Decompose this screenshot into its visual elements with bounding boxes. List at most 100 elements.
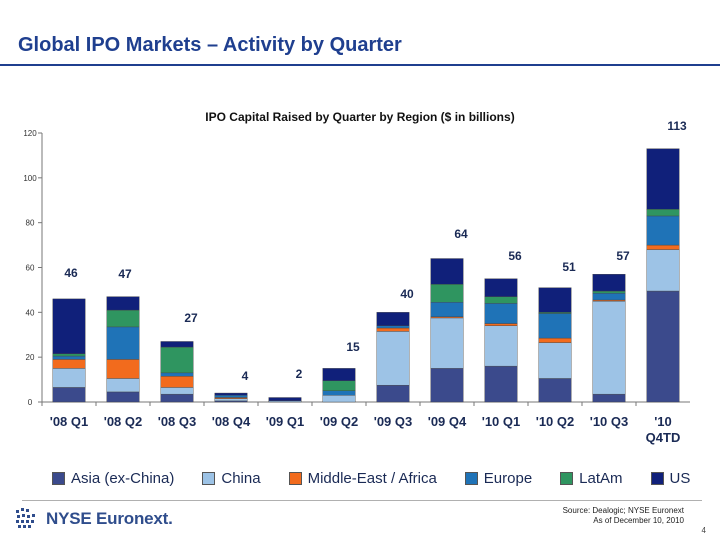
- bar-segment: [538, 313, 572, 339]
- legend-item: China: [202, 469, 261, 487]
- chart-legend: Asia (ex-China) China Middle-East / Africa…: [52, 468, 690, 488]
- y-tick-label: 0: [28, 398, 33, 407]
- total-data-label: 47: [118, 267, 132, 281]
- footer-divider: [22, 500, 702, 501]
- legend-label: US: [669, 469, 691, 487]
- x-category-label: '09 Q3: [374, 414, 413, 429]
- legend-item: Asia (ex-China): [52, 470, 174, 487]
- bar-segment: [592, 300, 626, 395]
- bar-segment: [322, 395, 356, 403]
- bar-segment: [538, 337, 572, 343]
- x-category-label: '09 Q4: [428, 414, 467, 429]
- bar-segment: [214, 395, 248, 398]
- legend-label: Asia (ex-China): [71, 469, 175, 487]
- total-data-label: 64: [454, 227, 468, 241]
- total-data-label: 56: [508, 249, 522, 263]
- legend-swatch: [52, 471, 65, 485]
- total-data-label: 27: [184, 311, 198, 325]
- bar-segment: [160, 376, 194, 388]
- total-data-label: 51: [562, 260, 576, 274]
- total-data-label: 4: [242, 369, 249, 383]
- legend-swatch: [288, 471, 302, 485]
- x-category-label: '08 Q2: [104, 414, 143, 429]
- total-data-label: 40: [400, 287, 414, 301]
- bar-segment: [52, 298, 86, 355]
- y-tick-label: 20: [26, 353, 35, 362]
- chart-title: IPO Capital Raised by Quarter by Region …: [205, 110, 514, 124]
- source-note: Source: Dealogic; NYSE Euronext As of De…: [563, 506, 684, 526]
- bar-segment: [160, 346, 194, 374]
- legend-label: Europe: [483, 469, 533, 487]
- title-rule: [0, 64, 720, 66]
- y-tick-label: 40: [26, 308, 35, 317]
- bar-segment: [484, 296, 518, 304]
- bar-segment: [430, 284, 464, 303]
- legend-swatch: [650, 471, 664, 485]
- x-category-label: '10 Q3: [590, 414, 629, 429]
- y-tick-label: 60: [26, 264, 35, 273]
- bar-segment: [592, 393, 626, 403]
- page-number: 4: [701, 526, 706, 535]
- x-category-label: '09 Q1: [266, 414, 305, 429]
- bar-segment: [106, 359, 140, 379]
- source-line: Source: Dealogic; NYSE Euronext: [562, 506, 684, 515]
- bar-segment: [376, 384, 410, 403]
- bar-segment: [322, 380, 356, 391]
- bar-segment: [160, 372, 194, 377]
- legend-item: US: [650, 469, 691, 487]
- legend-label: China: [221, 469, 261, 487]
- bar-segment: [376, 325, 410, 329]
- x-category-label: '08 Q4: [212, 414, 251, 429]
- bar-segment: [376, 312, 410, 326]
- bar-segment: [322, 390, 356, 396]
- legend-swatch: [560, 471, 574, 485]
- x-category-label: '08 Q3: [158, 414, 197, 429]
- bar-segment: [592, 293, 626, 301]
- bar-segment: [484, 278, 518, 297]
- bar-segment: [376, 327, 410, 332]
- bar-segment: [484, 303, 518, 324]
- total-data-label: 2: [296, 367, 303, 381]
- bar-segment: [106, 391, 140, 403]
- legend-swatch: [464, 471, 478, 485]
- bar-segment: [376, 331, 410, 386]
- total-data-label: 46: [64, 266, 78, 280]
- legend-label: LatAm: [579, 469, 623, 487]
- slide-title: Global IPO Markets – Activity by Quarter: [18, 34, 402, 56]
- bar-segment: [646, 148, 680, 210]
- bar-segment: [214, 392, 248, 396]
- bar-segment: [160, 387, 194, 395]
- legend-label: Middle-East / Africa: [307, 469, 437, 487]
- x-category-label: Q4TD: [646, 430, 681, 445]
- bar-segment: [52, 359, 86, 369]
- total-data-label: 113: [667, 119, 687, 133]
- bar-segment: [322, 368, 356, 381]
- legend-item: Europe: [464, 469, 533, 487]
- bar-segment: [430, 258, 464, 285]
- bar-segment: [52, 355, 86, 360]
- bar-segment: [430, 302, 464, 318]
- bar-segment: [160, 341, 194, 348]
- bar-segment: [106, 326, 140, 360]
- x-category-label: '10 Q1: [482, 414, 521, 429]
- bar-segment: [52, 368, 86, 388]
- legend-swatch: [202, 471, 216, 485]
- bar-segment: [538, 342, 572, 379]
- bar-segment: [484, 323, 518, 326]
- legend-item: Middle-East / Africa: [288, 469, 437, 487]
- x-category-label: '10 Q2: [536, 414, 575, 429]
- bar-segment: [268, 397, 302, 402]
- bar-segment: [646, 215, 680, 246]
- y-tick-label: 80: [26, 219, 35, 228]
- bar-segment: [52, 387, 86, 403]
- bar-segment: [430, 368, 464, 403]
- bar-segment: [106, 378, 140, 393]
- bar-segment: [160, 393, 194, 403]
- logo-text: NYSE Euronext.: [46, 509, 173, 528]
- bar-segment: [538, 287, 572, 313]
- x-category-label: '09 Q2: [320, 414, 359, 429]
- bar-segment: [484, 365, 518, 403]
- bar-segment: [592, 290, 626, 294]
- legend-item: LatAm: [560, 469, 623, 487]
